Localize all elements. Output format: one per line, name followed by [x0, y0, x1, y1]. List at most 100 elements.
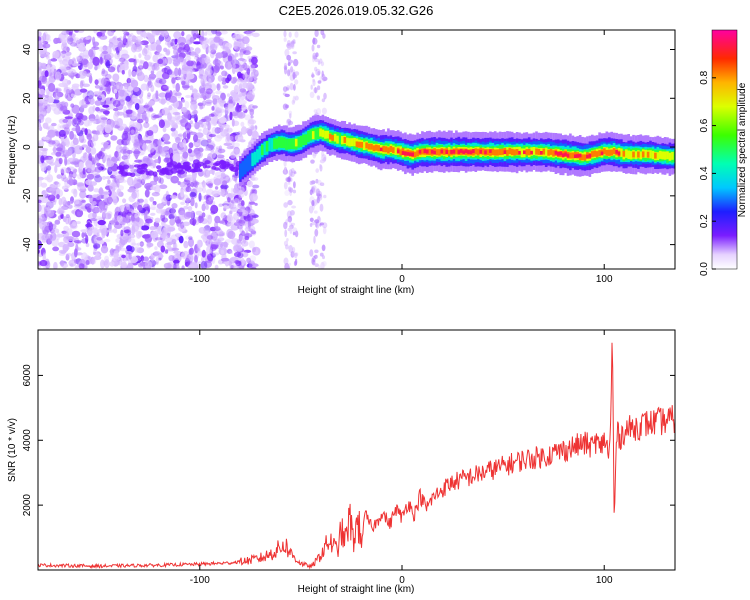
noise-speckle — [237, 239, 241, 244]
noise-speckle — [72, 116, 78, 124]
ridge-cell — [423, 149, 427, 154]
noise-speckle — [92, 194, 98, 198]
noise-speckle — [92, 56, 100, 66]
noise-speckle — [319, 203, 324, 212]
noise-speckle — [89, 205, 95, 209]
noise-speckle — [241, 257, 245, 266]
noise-speckle — [54, 219, 61, 225]
noise-speckle — [233, 198, 240, 204]
noise-speckle — [123, 159, 129, 166]
noise-speckle — [157, 225, 165, 235]
noise-speckle — [228, 203, 237, 210]
noise-speckle — [184, 43, 190, 50]
noise-speckle — [252, 32, 260, 38]
noise-speckle — [217, 237, 225, 242]
noise-speckle — [128, 58, 136, 63]
noise-speckle — [226, 127, 233, 133]
noise-speckle — [90, 218, 98, 222]
noise-speckle — [71, 188, 77, 194]
noise-speckle — [123, 226, 131, 234]
noise-speckle — [155, 208, 163, 214]
noise-speckle — [171, 103, 179, 107]
noise-speckle — [143, 61, 149, 70]
noise-speckle — [143, 122, 150, 129]
noise-speckle — [116, 188, 122, 197]
noise-speckle — [180, 49, 187, 54]
noise-speckle — [188, 131, 197, 135]
noise-speckle — [76, 221, 81, 225]
noise-speckle — [233, 146, 240, 155]
noise-speckle — [115, 221, 120, 226]
ridge-cell — [409, 152, 412, 157]
noise-speckle — [158, 184, 168, 189]
noise-speckle — [40, 54, 48, 58]
signal-speckle — [145, 171, 150, 176]
noise-speckle — [111, 257, 120, 262]
noise-speckle — [213, 226, 221, 232]
ridge-cell — [646, 151, 650, 158]
noise-speckle — [175, 82, 180, 93]
noise-speckle — [187, 80, 191, 84]
noise-speckle — [75, 199, 80, 205]
noise-speckle — [189, 85, 194, 91]
ridge-cell — [401, 151, 405, 155]
ridge-cell — [285, 138, 288, 150]
noise-speckle — [249, 201, 256, 205]
noise-speckle — [234, 134, 244, 142]
noise-speckle — [99, 108, 107, 113]
noise-speckle — [38, 73, 43, 81]
noise-speckle — [232, 34, 238, 41]
noise-speckle — [162, 234, 169, 239]
noise-speckle — [207, 253, 214, 262]
noise-speckle — [317, 80, 322, 84]
noise-speckle — [189, 191, 197, 198]
noise-speckle — [126, 211, 132, 216]
noise-speckle — [41, 189, 48, 198]
noise-speckle — [197, 239, 203, 248]
colorbar-tick-label: 0.6 — [699, 118, 710, 132]
noise-speckle — [236, 112, 243, 118]
noise-speckle — [133, 58, 137, 67]
noise-speckle — [204, 68, 213, 76]
noise-speckle — [138, 262, 144, 268]
noise-speckle — [170, 234, 179, 243]
noise-speckle — [314, 228, 319, 237]
noise-speckle — [293, 260, 297, 267]
noise-speckle — [140, 178, 146, 186]
noise-speckle — [320, 61, 325, 67]
noise-speckle — [200, 260, 208, 269]
noise-speckle — [156, 52, 163, 57]
ridge-cell — [547, 149, 550, 156]
noise-speckle — [167, 119, 175, 125]
noise-speckle — [322, 255, 325, 260]
noise-speckle — [131, 222, 140, 232]
noise-speckle — [107, 213, 112, 220]
noise-speckle — [200, 78, 205, 86]
noise-speckle — [43, 266, 49, 269]
noise-speckle — [246, 263, 253, 268]
noise-speckle — [153, 175, 159, 182]
noise-speckle — [112, 73, 120, 82]
ridge-cell — [530, 150, 533, 155]
noise-speckle — [163, 141, 171, 145]
ridge-cell — [503, 150, 507, 154]
noise-speckle — [131, 242, 137, 246]
noise-speckle — [118, 58, 125, 63]
noise-speckle — [151, 192, 160, 197]
noise-speckle — [149, 62, 156, 68]
noise-speckle — [89, 196, 94, 204]
noise-speckle — [161, 220, 166, 227]
noise-speckle — [152, 201, 157, 206]
noise-speckle — [54, 142, 61, 147]
noise-speckle — [150, 142, 157, 151]
ridge-cell — [277, 136, 281, 148]
noise-speckle — [242, 251, 249, 258]
ridge-cell — [302, 134, 305, 146]
noise-speckle — [162, 126, 167, 133]
noise-speckle — [316, 44, 321, 49]
noise-speckle — [38, 204, 42, 213]
noise-speckle — [119, 101, 124, 109]
ridge-cell — [484, 150, 487, 155]
noise-speckle — [58, 157, 63, 165]
ridge-cell — [450, 150, 453, 154]
